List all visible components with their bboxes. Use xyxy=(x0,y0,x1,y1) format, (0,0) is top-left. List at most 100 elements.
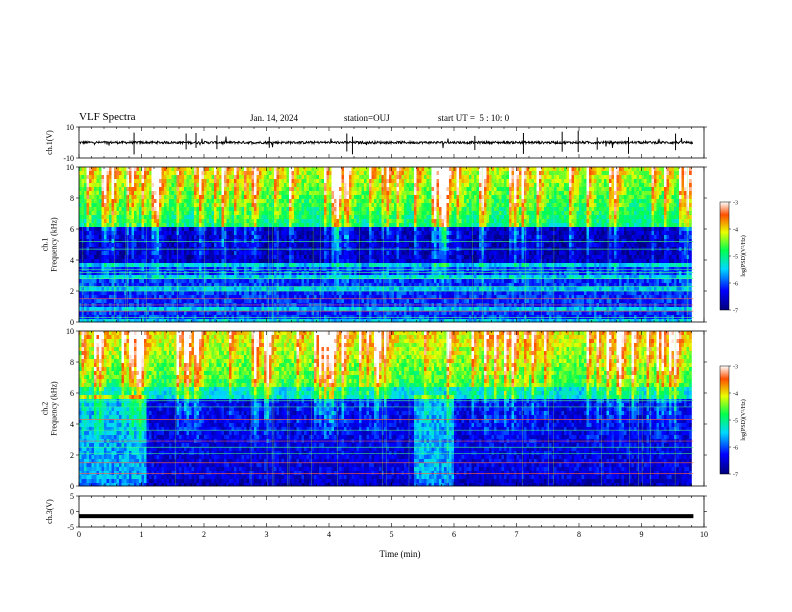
ch1-spec-cell xyxy=(331,299,335,304)
ch1-spec-cell xyxy=(206,191,210,196)
ch1-spec-cell xyxy=(261,299,265,304)
ch1-spec-cell xyxy=(366,287,370,292)
ch1-spec-cell xyxy=(296,251,300,256)
ch1-spec-cell xyxy=(179,291,182,296)
ch1-spec-cell xyxy=(211,295,215,300)
ch1-spec-cell xyxy=(86,311,90,316)
ch1-spec-cell xyxy=(104,199,107,204)
ch1-spec-cell xyxy=(304,259,307,264)
ch1-spec-cell xyxy=(346,287,350,292)
ch1-spec-cell xyxy=(184,307,187,312)
ch1-spec-cell xyxy=(126,227,130,232)
ch1-spec-cell xyxy=(381,235,385,240)
ch1-spec-cell xyxy=(301,255,305,260)
ch1-spec-cell xyxy=(236,243,240,248)
ch1-spec-cell xyxy=(136,199,140,204)
ch1-spec-cell xyxy=(209,171,212,176)
ch1-spec-cell xyxy=(284,171,287,176)
ch1-spec-cell xyxy=(116,243,120,248)
ch1-spec-cell xyxy=(189,283,192,288)
ch1-spec-cell xyxy=(239,255,242,260)
ch1-spec-cell xyxy=(236,291,240,296)
ch1-spec-cell xyxy=(309,223,312,228)
ch1-spec-cell xyxy=(289,219,292,224)
ch1-spec-cell xyxy=(271,271,275,276)
ch1-spec-cell xyxy=(339,279,342,284)
ch1-spec-cell xyxy=(164,259,167,264)
ch1-spec-cell xyxy=(329,227,332,232)
ch1-spec-cell xyxy=(256,175,260,180)
ch1-spec-cell xyxy=(309,187,312,192)
ch1-spec-cell xyxy=(249,279,252,284)
ch1-spec-cell xyxy=(204,215,207,220)
ch1-spec-cell xyxy=(336,199,340,204)
ch1-spec-cell xyxy=(99,175,102,180)
ch1-spec-cell xyxy=(299,175,302,180)
ch1-spec-cell xyxy=(356,271,360,276)
ch1-spec-cell xyxy=(246,215,250,220)
ch1-spec-cell xyxy=(104,251,107,256)
ch1-spec-cell xyxy=(259,187,262,192)
ch1-spec-cell xyxy=(89,207,92,212)
ch1-spec-cell xyxy=(221,203,225,208)
ch1-spec-cell xyxy=(244,183,247,188)
ch1-spec-cell xyxy=(261,203,265,208)
ch1-spec-cell xyxy=(104,243,107,248)
ch1-spec-cell xyxy=(201,219,205,224)
ch1-spec-cell xyxy=(269,219,272,224)
ch1-spec-cell xyxy=(304,251,307,256)
ch1-spec-cell xyxy=(274,227,277,232)
ch1-spec-cell xyxy=(194,223,197,228)
ch1-spec-cell xyxy=(354,291,357,296)
ch1-spec-cell xyxy=(266,287,270,292)
ch1-spec-cell xyxy=(159,243,162,248)
ch1-spec-cell xyxy=(244,223,247,228)
ch1-spec-cell xyxy=(346,275,350,280)
ch1-spec-cell xyxy=(194,283,197,288)
ch1-spec-cell xyxy=(196,227,200,232)
ch1-spec-cell xyxy=(204,259,207,264)
ch1-spec-cell xyxy=(361,275,365,280)
ch1-spec-cell xyxy=(361,299,365,304)
ch1-spec-cell xyxy=(146,231,150,236)
ch1-spec-cell xyxy=(346,283,350,288)
ch1-spec-cell xyxy=(161,231,165,236)
ch1-spec-cell xyxy=(129,243,132,248)
ch1-spec-cell xyxy=(176,227,180,232)
ch1-spec-cell xyxy=(384,183,387,188)
ch1-spec-cell xyxy=(374,295,377,300)
ch1-spec-cell xyxy=(351,299,355,304)
ch1-spec-cell xyxy=(361,235,365,240)
ch1-spec-cell xyxy=(144,175,147,180)
ch1-spec-cell xyxy=(284,203,287,208)
ch1-spec-cell xyxy=(164,215,167,220)
ch1-spec-cell xyxy=(286,299,290,304)
ch1-spec-cell xyxy=(109,299,112,304)
ch1-spec-cell xyxy=(96,215,100,220)
ch1-spec-cell xyxy=(374,199,377,204)
ch1-spec-cell xyxy=(171,319,175,323)
ch1-spec-cell xyxy=(241,235,245,240)
ch1-spec-cell xyxy=(224,307,227,312)
ch1-spec-cell xyxy=(134,259,137,264)
ch1-spec-cell xyxy=(194,199,197,204)
ch1-spec-cell xyxy=(261,291,265,296)
ch1-spec-cell xyxy=(134,307,137,312)
ch1-spec-cell xyxy=(366,219,370,224)
ch1-spec-cell xyxy=(89,203,92,208)
ch1-spec-cell xyxy=(156,171,160,176)
ch1-spec-cell xyxy=(371,283,375,288)
ch1-spec-cell xyxy=(341,319,345,323)
ch1-spec-cell xyxy=(279,255,282,260)
ch1-spec-cell xyxy=(206,263,210,268)
ch1-spec-cell xyxy=(151,251,155,256)
ch1-spec-cell xyxy=(124,191,127,196)
ch1-spec-cell xyxy=(219,279,222,284)
ch1-spec-cell xyxy=(316,287,320,292)
ch1-spec-cell xyxy=(364,251,367,256)
ch1-spec-cell xyxy=(171,275,175,280)
ch1-spec-cell xyxy=(366,251,370,256)
ch1-spec-cell xyxy=(189,295,192,300)
ch1-spec-cell xyxy=(234,283,237,288)
ch1-spec-cell xyxy=(376,263,380,268)
